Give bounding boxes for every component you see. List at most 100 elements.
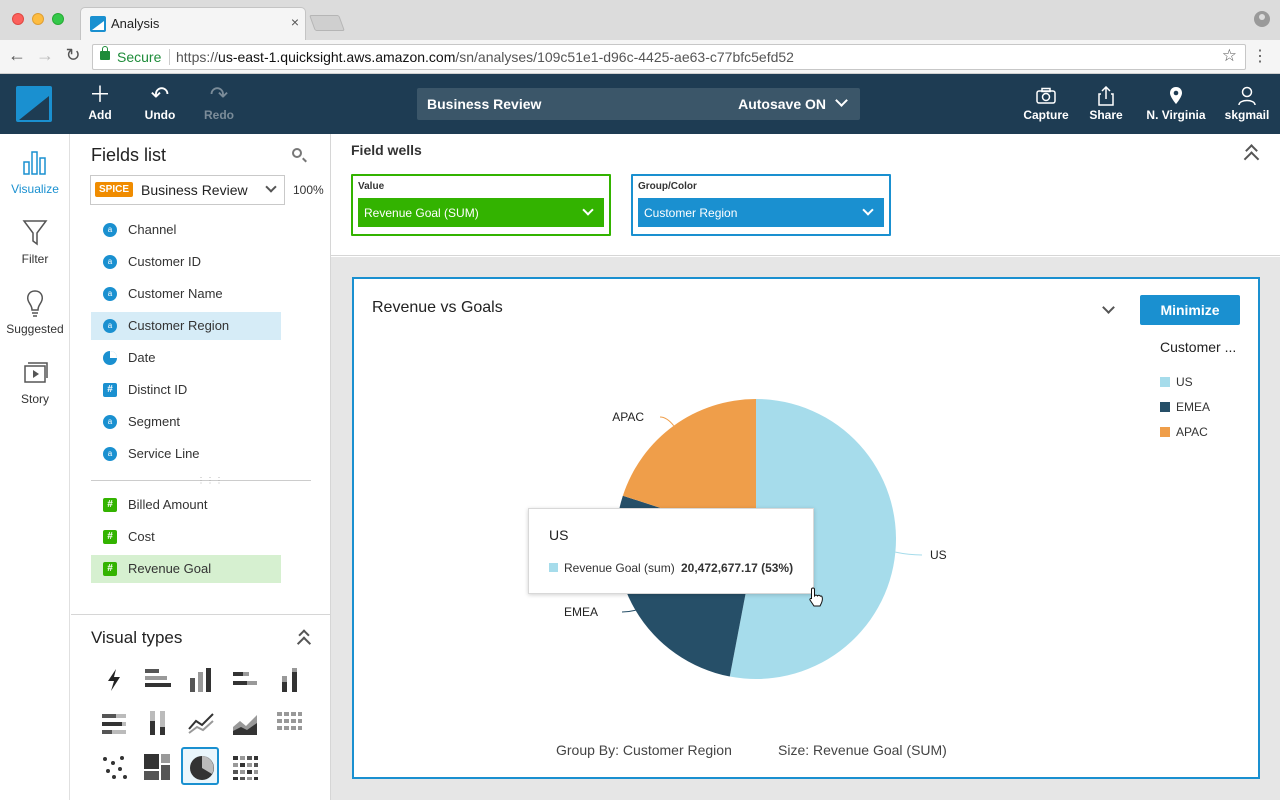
area-line-chart-icon[interactable]: [226, 704, 264, 742]
url-field[interactable]: Secure https://us-east-1.quicksight.aws.…: [92, 44, 1246, 70]
legend-item-emea[interactable]: EMEA: [1160, 400, 1210, 414]
story-icon: [24, 362, 48, 383]
measure-field-icon: #: [103, 562, 117, 576]
share-button[interactable]: Share: [1088, 82, 1124, 122]
horizontal-bar-chart-icon[interactable]: [138, 661, 176, 699]
browser-tab-bar: Analysis ×: [0, 0, 1280, 40]
tooltip-swatch: [549, 563, 558, 572]
dataset-name: Business Review: [141, 182, 248, 198]
rail-filter[interactable]: Filter: [0, 218, 70, 266]
browser-tab[interactable]: Analysis ×: [80, 7, 306, 40]
size-caption: Size: Revenue Goal (SUM): [778, 742, 947, 758]
group-color-well[interactable]: Group/Color Customer Region: [631, 174, 891, 236]
fields-list-panel: Fields list SPICE Business Review 100% a…: [71, 134, 331, 614]
redo-button[interactable]: ↷ Redo: [204, 82, 234, 122]
pie-chart-icon[interactable]: [181, 747, 219, 785]
chevron-down-icon: [265, 181, 277, 193]
legend-item-apac[interactable]: APAC: [1160, 425, 1208, 439]
heat-map-icon[interactable]: [226, 748, 264, 786]
field-customer-name[interactable]: a Customer Name: [91, 280, 281, 308]
value-field-pill[interactable]: Revenue Goal (SUM): [358, 198, 604, 227]
drag-handle-icon[interactable]: ⋮⋮⋮: [197, 476, 224, 485]
chevron-down-icon[interactable]: [862, 204, 874, 216]
legend-label: EMEA: [1176, 400, 1211, 414]
close-window-button[interactable]: [12, 13, 24, 25]
new-tab-button[interactable]: [309, 15, 345, 31]
value-well[interactable]: Value Revenue Goal (SUM): [351, 174, 611, 236]
vertical-bar-chart-icon[interactable]: [182, 661, 220, 699]
line-chart-icon[interactable]: [182, 704, 220, 742]
minimize-window-button[interactable]: [32, 13, 44, 25]
horizontal-100-bar-icon[interactable]: [95, 704, 133, 742]
autosave-toggle[interactable]: Autosave ON: [738, 96, 826, 112]
undo-button[interactable]: ↶ Undo: [144, 82, 176, 122]
left-nav-rail: Visualize Filter Suggested Story: [0, 134, 70, 800]
rail-suggested[interactable]: Suggested: [0, 288, 70, 336]
string-field-icon: a: [103, 223, 117, 237]
string-field-icon: a: [103, 415, 117, 429]
forward-arrow-icon[interactable]: →: [36, 45, 54, 65]
legend-label: US: [1176, 375, 1193, 389]
pivot-table-icon[interactable]: [270, 704, 308, 742]
autograph-icon[interactable]: [95, 661, 133, 699]
field-segment[interactable]: a Segment: [91, 408, 281, 436]
field-customer-region[interactable]: a Customer Region: [91, 312, 281, 340]
vertical-stacked-bar-icon[interactable]: [270, 661, 308, 699]
horizontal-stacked-bar-icon[interactable]: [226, 661, 264, 699]
group-field-pill[interactable]: Customer Region: [638, 198, 884, 227]
redo-icon: ↷: [209, 82, 229, 107]
rail-visualize[interactable]: Visualize: [0, 148, 70, 196]
tree-map-icon[interactable]: [138, 748, 176, 786]
search-icon[interactable]: [292, 148, 302, 158]
url-text: https://us-east-1.quicksight.aws.amazon.…: [176, 49, 794, 65]
legend-item-us[interactable]: US: [1160, 375, 1193, 389]
plus-icon: ＋: [88, 82, 111, 107]
field-date[interactable]: Date: [91, 344, 281, 372]
dataset-selector[interactable]: SPICE Business Review: [90, 175, 285, 205]
chevron-down-icon[interactable]: [582, 204, 594, 216]
scatter-plot-icon[interactable]: [95, 748, 133, 786]
string-field-icon: a: [103, 319, 117, 333]
collapse-icon[interactable]: [298, 629, 310, 641]
add-button[interactable]: ＋ Add: [86, 82, 114, 122]
chevron-down-icon[interactable]: [835, 94, 848, 107]
browser-menu-icon[interactable]: ⋮: [1252, 48, 1268, 65]
pie-label-apac: APAC: [612, 410, 644, 424]
field-distinct-id[interactable]: # Distinct ID: [91, 376, 281, 404]
browser-profile-icon[interactable]: [1254, 11, 1270, 27]
pie-chart-visual[interactable]: Revenue vs Goals Minimize Customer ... U…: [352, 277, 1260, 779]
back-arrow-icon[interactable]: ←: [8, 45, 26, 65]
quicksight-favicon-icon: [90, 16, 106, 32]
quicksight-logo[interactable]: [16, 86, 52, 122]
field-service-line[interactable]: a Service Line: [91, 440, 281, 468]
field-channel[interactable]: a Channel: [91, 216, 281, 244]
maximize-window-button[interactable]: [52, 13, 64, 25]
pie-slice-apac[interactable]: [622, 399, 756, 539]
field-revenue-goal[interactable]: # Revenue Goal: [91, 555, 281, 583]
spice-usage-percent: 100%: [293, 183, 324, 197]
measure-field-icon: #: [103, 530, 117, 544]
field-customer-id[interactable]: a Customer ID: [91, 248, 281, 276]
bar-chart-icon: [23, 151, 46, 175]
collapse-icon[interactable]: [1245, 144, 1258, 157]
region-selector[interactable]: N. Virginia: [1146, 82, 1206, 122]
bookmark-star-icon[interactable]: ☆: [1221, 46, 1237, 65]
share-icon: [1088, 82, 1124, 108]
field-billed-amount[interactable]: # Billed Amount: [91, 491, 281, 519]
tooltip-metric: Revenue Goal (sum): [549, 561, 675, 575]
reload-icon[interactable]: ↻: [65, 45, 81, 65]
visual-types-title: Visual types: [91, 628, 183, 647]
analysis-name-bar[interactable]: Business Review Autosave ON: [417, 88, 860, 120]
user-menu[interactable]: skgmail: [1224, 82, 1270, 122]
tooltip-value: 20,472,677.17 (53%): [681, 561, 794, 575]
minimize-button[interactable]: Minimize: [1140, 295, 1240, 325]
field-cost[interactable]: # Cost: [91, 523, 281, 551]
analysis-name[interactable]: Business Review: [427, 96, 542, 112]
tab-close-icon[interactable]: ×: [290, 14, 299, 30]
vertical-100-bar-icon[interactable]: [138, 704, 176, 742]
capture-button[interactable]: Capture: [1022, 82, 1070, 122]
rail-story[interactable]: Story: [0, 358, 70, 406]
tab-title: Analysis: [111, 16, 160, 31]
undo-icon: ↶: [150, 82, 170, 107]
tooltip-title: US: [549, 527, 569, 543]
